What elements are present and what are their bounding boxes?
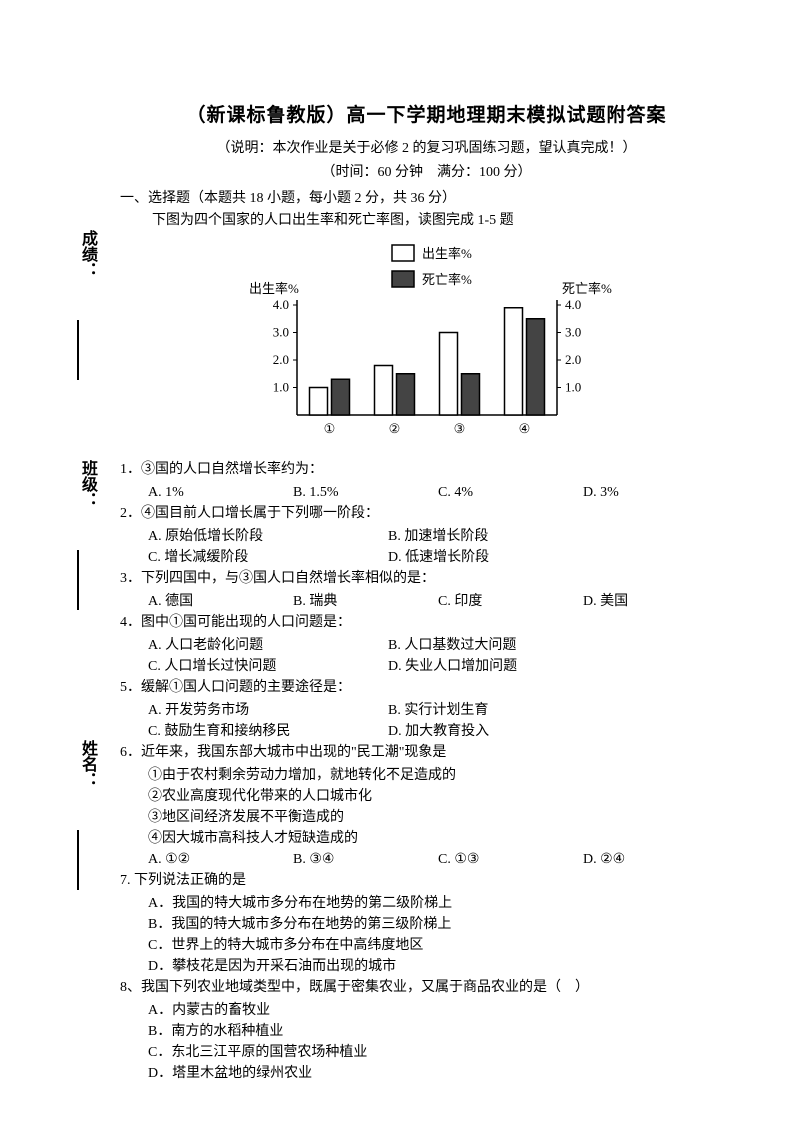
q6-b: B. ③④ [293,849,438,870]
svg-text:死亡率%: 死亡率% [562,281,612,296]
q8: 8、我国下列农业地域类型中，既属于密集农业，又属于商品农业的是（ ） [120,977,733,998]
q1-a: A. 1% [148,482,293,503]
q4-b: B. 人口基数过大问题 [388,635,628,656]
svg-text:①: ① [323,421,335,436]
q6-s3: ③地区间经济发展不平衡造成的 [148,807,733,828]
q7-d: D．攀枝花是因为开采石油而出现的城市 [148,956,733,977]
q4: 4．图中①国可能出现的人口问题是： [120,612,733,633]
svg-text:③: ③ [453,421,465,436]
q6-d: D. ②④ [583,849,728,870]
svg-text:出生率%: 出生率% [249,281,299,296]
class-label: 班级： [75,460,99,508]
q1-b: B. 1.5% [293,482,438,503]
side-divider [77,320,79,380]
svg-text:1.0: 1.0 [565,380,581,395]
q4-d: D. 失业人口增加问题 [388,656,628,677]
svg-text:②: ② [388,421,400,436]
svg-text:4.0: 4.0 [272,297,288,312]
svg-text:死亡率%: 死亡率% [422,272,472,287]
q2-options: A. 原始低增长阶段 B. 加速增长阶段 [148,526,733,547]
side-divider [77,550,79,610]
q5-c: C. 鼓励生育和接纳移民 [148,721,388,742]
q2-c: C. 增长减缓阶段 [148,547,388,568]
q3-options: A. 德国 B. 瑞典 C. 印度 D. 美国 [148,591,733,612]
q6-a: A. ①② [148,849,293,870]
side-divider [77,830,79,890]
svg-text:出生率%: 出生率% [422,246,472,261]
svg-text:2.0: 2.0 [272,352,288,367]
q7-a: A．我国的特大城市多分布在地势的第二级阶梯上 [148,893,733,914]
page-title: （新课标鲁教版）高一下学期地理期末模拟试题附答案 [120,100,733,127]
q7-c: C．世界上的特大城市多分布在中高纬度地区 [148,935,733,956]
q4-a: A. 人口老龄化问题 [148,635,388,656]
q5-a: A. 开发劳务市场 [148,700,388,721]
svg-text:3.0: 3.0 [272,325,288,340]
q5-b: B. 实行计划生育 [388,700,628,721]
q6-c: C. ①③ [438,849,583,870]
q6-options: A. ①② B. ③④ C. ①③ D. ②④ [148,849,733,870]
q1: 1．③国的人口自然增长率约为： [120,459,733,480]
birth-death-chart: 出生率% 死亡率% 出生率% 死亡率% 1.0 1.0 2.0 2.0 3.0 3.0 4.0 4.0… [217,235,637,445]
q8-c: C．东北三江平原的国营农场种植业 [148,1042,733,1063]
side-labels: 成绩： 班级： 姓名： [75,230,115,1062]
svg-text:④: ④ [518,421,530,436]
q6: 6．近年来，我国东部大城市中出现的"民工潮"现象是 [120,742,733,763]
timing: （时间：60 分钟 满分：100 分） [120,161,733,181]
q2: 2．④国目前人口增长属于下列哪一阶段： [120,503,733,524]
q1-d: D. 3% [583,482,728,503]
q6-s2: ②农业高度现代化带来的人口城市化 [148,786,733,807]
score-label: 成绩： [75,230,99,278]
name-label: 姓名： [75,740,99,788]
svg-text:3.0: 3.0 [565,325,581,340]
q4-options2: C. 人口增长过快问题 D. 失业人口增加问题 [148,656,733,677]
q3-b: B. 瑞典 [293,591,438,612]
q3: 3．下列四国中，与③国人口自然增长率相似的是： [120,568,733,589]
q1-c: C. 4% [438,482,583,503]
q6-s4: ④因大城市高科技人才短缺造成的 [148,828,733,849]
q2-a: A. 原始低增长阶段 [148,526,388,547]
q7: 7. 下列说法正确的是 [120,870,733,891]
subtitle: （说明：本次作业是关于必修 2 的复习巩固练习题，望认真完成！） [120,137,733,157]
q7-b: B．我国的特大城市多分布在地势的第三级阶梯上 [148,914,733,935]
svg-text:1.0: 1.0 [272,380,288,395]
q4-options: A. 人口老龄化问题 B. 人口基数过大问题 [148,635,733,656]
q5-options: A. 开发劳务市场 B. 实行计划生育 [148,700,733,721]
q5-d: D. 加大教育投入 [388,721,628,742]
q2-d: D. 低速增长阶段 [388,547,628,568]
q8-b: B．南方的水稻种植业 [148,1021,733,1042]
q2-options2: C. 增长减缓阶段 D. 低速增长阶段 [148,547,733,568]
q6-s1: ①由于农村剩余劳动力增加，就地转化不足造成的 [148,765,733,786]
q3-a: A. 德国 [148,591,293,612]
svg-text:2.0: 2.0 [565,352,581,367]
q3-c: C. 印度 [438,591,583,612]
q4-c: C. 人口增长过快问题 [148,656,388,677]
section-sub: 下图为四个国家的人口出生率和死亡率图，读图完成 1-5 题 [152,209,733,229]
q3-d: D. 美国 [583,591,728,612]
section-head: 一、选择题（本题共 18 小题，每小题 2 分，共 36 分） [120,187,733,207]
q8-d: D．塔里木盆地的绿州农业 [148,1063,733,1084]
q2-b: B. 加速增长阶段 [388,526,628,547]
svg-text:4.0: 4.0 [565,297,581,312]
q5: 5．缓解①国人口问题的主要途径是： [120,677,733,698]
q1-options: A. 1% B. 1.5% C. 4% D. 3% [148,482,733,503]
q5-options2: C. 鼓励生育和接纳移民 D. 加大教育投入 [148,721,733,742]
q8-a: A．内蒙古的畜牧业 [148,1000,733,1021]
